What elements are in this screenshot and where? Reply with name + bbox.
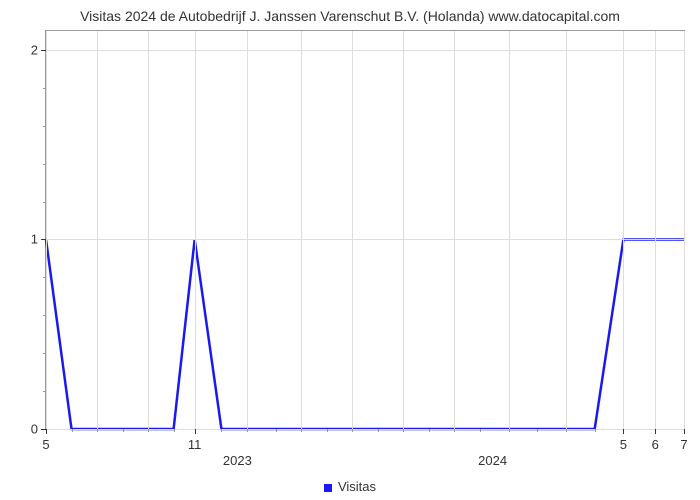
x-tick-mark [195,429,196,434]
x-minor-tick [480,429,481,432]
x-minor-tick [221,429,222,432]
y-minor-tick [43,202,46,203]
y-minor-tick [43,126,46,127]
chart-container: Visitas 2024 de Autobedrijf J. Janssen V… [0,0,700,500]
x-minor-tick [327,429,328,432]
y-tick-label: 2 [31,42,38,57]
x-minor-tick [378,429,379,432]
x-year-label: 2023 [223,453,252,468]
grid-line-vertical [148,31,149,429]
x-minor-tick [403,429,404,432]
x-minor-tick [454,429,455,432]
x-minor-tick [276,429,277,432]
x-minor-tick [595,429,596,432]
x-minor-tick [148,429,149,432]
x-tick-mark [684,429,685,434]
legend-marker [324,484,332,492]
x-minor-tick [72,429,73,432]
x-minor-tick [509,429,510,432]
grid-line-vertical [195,31,196,429]
x-tick-label: 6 [652,437,659,452]
x-tick-label: 5 [620,437,627,452]
x-year-label: 2024 [478,453,507,468]
legend: Visitas [0,479,700,494]
x-tick-mark [655,429,656,434]
chart-title: Visitas 2024 de Autobedrijf J. Janssen V… [0,8,700,24]
grid-line-vertical [684,31,685,429]
plot-area: 01251156720232024 [45,30,685,430]
y-tick-label: 1 [31,232,38,247]
grid-line-vertical [97,31,98,429]
data-line [46,239,684,429]
x-tick-label: 5 [42,437,49,452]
y-minor-tick [43,315,46,316]
x-minor-tick [247,429,248,432]
y-tick-label: 0 [31,422,38,437]
grid-line-vertical [655,31,656,429]
y-minor-tick [43,353,46,354]
x-tick-mark [46,429,47,434]
x-tick-label: 11 [188,437,202,452]
x-minor-tick [429,429,430,432]
x-minor-tick [566,429,567,432]
x-tick-label: 7 [680,437,687,452]
y-minor-tick [43,164,46,165]
grid-line-vertical [403,31,404,429]
y-minor-tick [43,391,46,392]
grid-line-vertical [301,31,302,429]
x-minor-tick [301,429,302,432]
x-minor-tick [97,429,98,432]
grid-line-horizontal [46,50,684,51]
grid-line-vertical [623,31,624,429]
y-minor-tick [43,88,46,89]
x-minor-tick [537,429,538,432]
grid-line-vertical [509,31,510,429]
x-minor-tick [174,429,175,432]
grid-line-vertical [454,31,455,429]
y-tick-mark [41,239,46,240]
grid-line-vertical [247,31,248,429]
y-tick-mark [41,50,46,51]
grid-line-vertical [566,31,567,429]
grid-line-horizontal [46,239,684,240]
grid-line-vertical [352,31,353,429]
chart-line-svg [46,31,684,429]
legend-label: Visitas [338,479,376,494]
grid-line-horizontal [46,429,684,430]
x-minor-tick [123,429,124,432]
y-minor-tick [43,277,46,278]
x-tick-mark [623,429,624,434]
grid-line-vertical [46,31,47,429]
x-minor-tick [352,429,353,432]
